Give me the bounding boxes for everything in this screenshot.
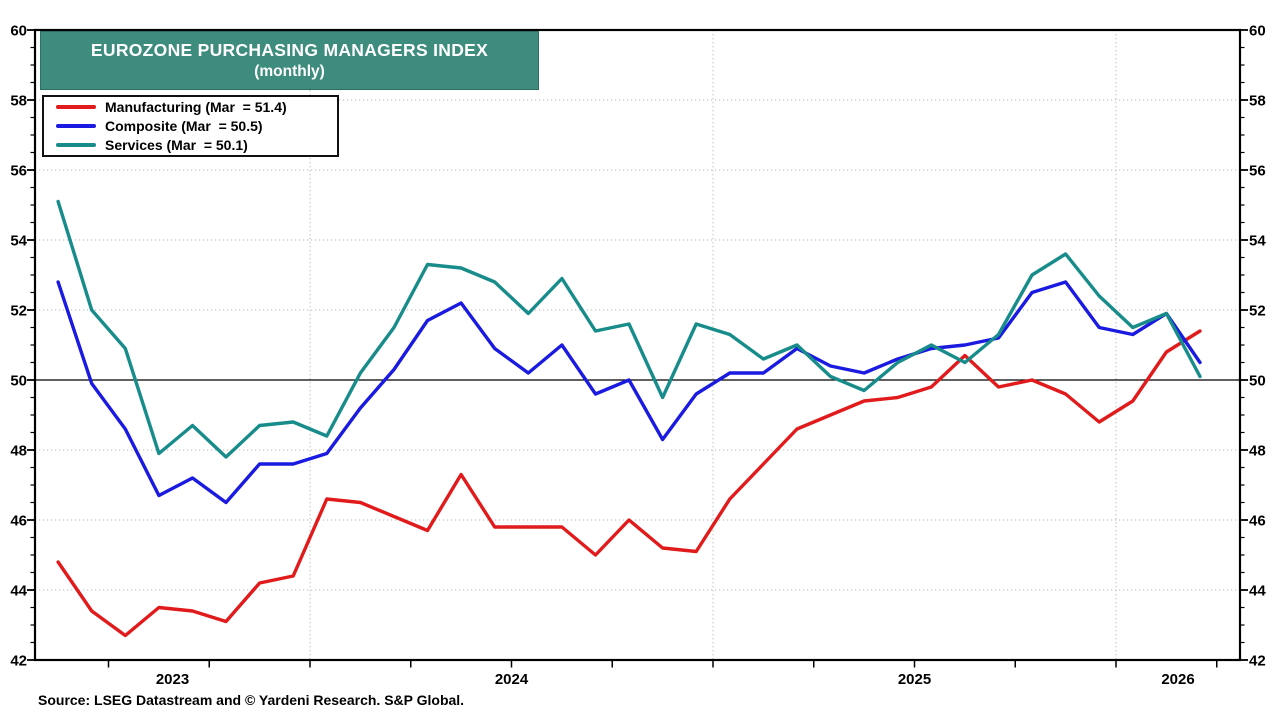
legend-label-services: Services (Mar = 50.1) xyxy=(105,137,248,154)
y-axis-tick-label: 50 xyxy=(10,373,27,390)
x-axis-ticks xyxy=(107,660,1218,668)
x-axis-year-label: 2026 xyxy=(1161,671,1194,688)
chart-title-box: EUROZONE PURCHASING MANAGERS INDEX (mont… xyxy=(40,31,539,90)
legend-label-composite: Composite (Mar = 50.5) xyxy=(105,118,263,134)
y-axis-tick-label: 56 xyxy=(10,163,27,180)
chart-subtitle: (monthly) xyxy=(254,62,325,80)
x-axis-year-label: 2023 xyxy=(156,671,189,688)
y-axis-tick-label: 52 xyxy=(1249,303,1266,320)
chart-title: EUROZONE PURCHASING MANAGERS INDEX xyxy=(90,39,489,60)
x-axis-year-labels: 2023 2024 2025 2026 xyxy=(156,671,1195,688)
x-axis-year-label: 2024 xyxy=(495,671,529,688)
y-axis-tick-label: 52 xyxy=(10,303,27,320)
composite-swatch-icon xyxy=(56,124,96,128)
y-axis-labels-left: 42 44 46 48 50 52 54 56 58 60 xyxy=(10,23,27,670)
y-axis-tick-label: 46 xyxy=(10,513,27,530)
y-axis-tick-label: 42 xyxy=(1249,653,1266,670)
legend-item-services: Services (Mar = 50.1) xyxy=(56,136,337,155)
y-axis-tick-label: 48 xyxy=(1249,443,1266,460)
legend: Manufacturing (Mar = 51.4) Composite (Ma… xyxy=(42,95,339,157)
y-axis-tick-label: 58 xyxy=(1249,93,1266,110)
y-axis-tick-label: 48 xyxy=(10,443,27,460)
manufacturing-line xyxy=(56,329,1202,638)
manufacturing-swatch-icon xyxy=(56,104,96,109)
y-axis-labels-right: 42 44 46 48 50 52 54 56 58 60 xyxy=(1249,23,1266,670)
y-axis-tick-label: 50 xyxy=(1249,373,1266,390)
y-axis-tick-label: 42 xyxy=(10,653,27,670)
services-swatch-icon xyxy=(56,143,96,148)
composite-line xyxy=(56,280,1202,505)
y-axis-tick-label: 46 xyxy=(1249,513,1266,530)
y-axis-tick-label: 44 xyxy=(1249,583,1266,600)
y-axis-tick-label: 56 xyxy=(1249,163,1266,180)
services-line xyxy=(56,199,1202,459)
y-axis-tick-label: 54 xyxy=(1249,233,1266,250)
y-axis-tick-label: 58 xyxy=(10,93,27,110)
source-note: Source: LSEG Datastream and © Yardeni Re… xyxy=(38,692,465,708)
y-axis-tick-label: 60 xyxy=(1249,23,1266,40)
y-axis-tick-label: 60 xyxy=(10,23,27,40)
legend-item-composite: Composite (Mar = 50.5) xyxy=(56,117,337,136)
legend-label-manufacturing: Manufacturing (Mar = 51.4) xyxy=(105,98,287,115)
legend-item-manufacturing: Manufacturing (Mar = 51.4) xyxy=(56,97,337,116)
x-gridlines xyxy=(309,30,1117,660)
y-axis-tick-label: 54 xyxy=(10,233,27,250)
y-axis-tick-label: 44 xyxy=(10,583,27,600)
plot-frame xyxy=(33,28,1242,662)
x-axis-year-label: 2025 xyxy=(898,671,931,688)
